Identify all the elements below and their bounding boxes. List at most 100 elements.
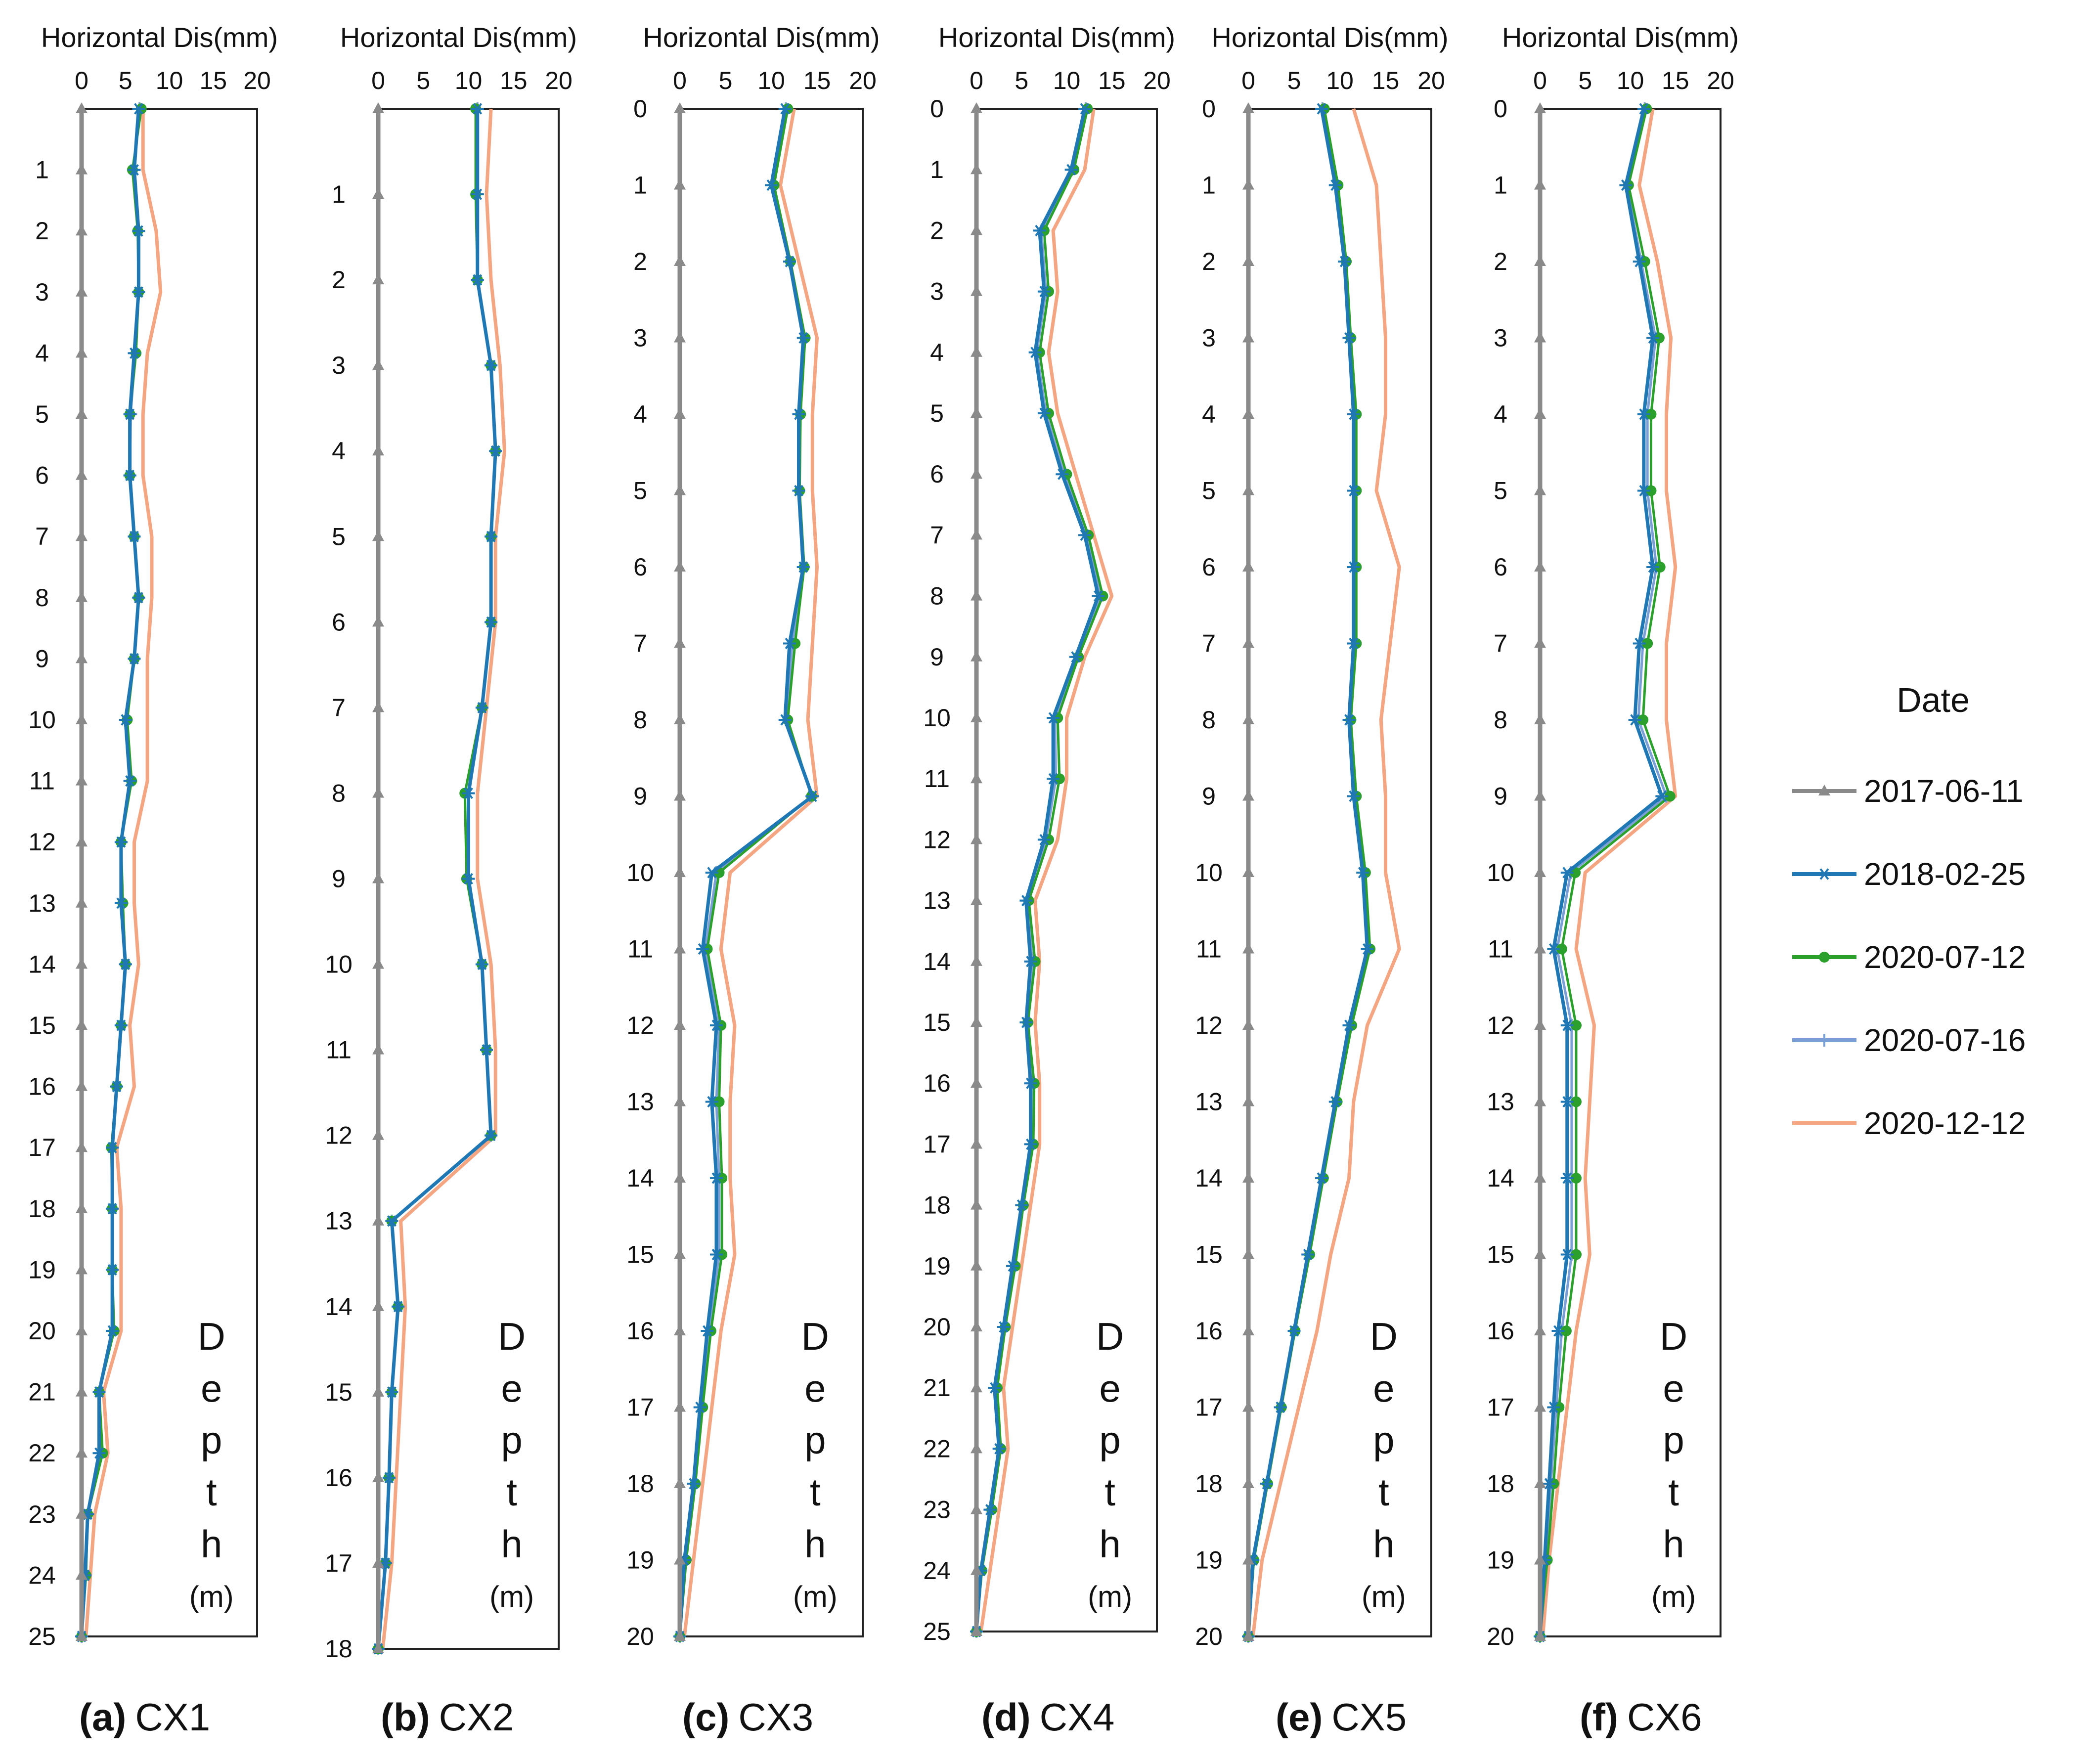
- y-tick-label: 7: [930, 521, 944, 549]
- y-tick-label: 11: [29, 767, 55, 795]
- y-tick-label: 11: [1196, 935, 1222, 963]
- x-tick-label: 0: [75, 67, 88, 94]
- data-point: [1571, 1249, 1582, 1260]
- x-tick-label: 15: [1098, 67, 1126, 94]
- y-tick-label: 11: [326, 1036, 352, 1064]
- y-tick-label: 7: [332, 694, 346, 721]
- data-point: [1315, 1172, 1328, 1184]
- y-tick-label: 20: [1195, 1623, 1223, 1650]
- data-point: [1547, 1401, 1560, 1413]
- data-point: [1347, 408, 1360, 420]
- data-point: [696, 943, 709, 955]
- y-tick-label: 3: [35, 278, 49, 306]
- data-point: [1347, 790, 1360, 802]
- y-tick-label: 17: [1195, 1394, 1223, 1421]
- data-point: [76, 836, 88, 847]
- data-point: [76, 1141, 88, 1152]
- legend-label: 2020-07-16: [1864, 1022, 2026, 1058]
- data-point: [119, 958, 132, 970]
- data-point: [1534, 178, 1546, 190]
- data-point: [1242, 1477, 1254, 1488]
- data-point: [1543, 1478, 1556, 1490]
- data-point: [106, 1325, 119, 1337]
- series-line-2018-02-25: [80, 108, 140, 1637]
- y-tick-label: 0: [1494, 95, 1507, 123]
- x-tick-label: 20: [243, 67, 271, 94]
- data-point: [1342, 332, 1356, 344]
- y-tick-label: 5: [35, 400, 49, 428]
- y-tick-label: 3: [1494, 324, 1507, 352]
- caption-name: CX4: [1040, 1695, 1115, 1739]
- y-tick-label: 2: [332, 266, 346, 294]
- data-point: [76, 163, 88, 175]
- data-point: [462, 787, 475, 799]
- data-point: [110, 1081, 123, 1093]
- caption-letter: (a): [79, 1695, 126, 1739]
- legend-marker: [1818, 1034, 1831, 1047]
- series-line-2020-12-12: [84, 109, 163, 1637]
- data-point: [796, 332, 810, 344]
- y-tick-label: 24: [28, 1561, 56, 1589]
- data-point: [705, 1096, 718, 1108]
- y-tick-label: 0: [1202, 95, 1216, 123]
- y-tick-label: 7: [633, 630, 647, 658]
- y-tick-label: 1: [930, 156, 944, 183]
- data-point: [971, 529, 982, 540]
- panel-cx1: Horizontal Dis(mm)0 5 10 15 2012345678910111…: [28, 22, 278, 1739]
- x-axis-title: Horizontal Dis(mm): [41, 22, 278, 53]
- data-point: [674, 866, 686, 877]
- panel-cx5: Horizontal Dis(mm)0 5 10 15 2001234567891011…: [1195, 22, 1448, 1739]
- x-tick-label: 0: [1533, 67, 1547, 94]
- y-tick-label: 6: [633, 553, 647, 581]
- series-line-2020-07-12: [975, 108, 1104, 1632]
- y-tick-label: 12: [1487, 1012, 1514, 1039]
- data-point: [132, 103, 145, 115]
- data-point: [674, 1477, 686, 1488]
- y-tick-label: 6: [332, 608, 346, 636]
- y-axis-title-char: h: [501, 1522, 522, 1566]
- data-point: [1654, 562, 1666, 573]
- y-tick-label: 19: [626, 1546, 654, 1574]
- data-point: [1242, 637, 1254, 648]
- y-tick-label: 17: [28, 1134, 56, 1161]
- data-point: [76, 285, 88, 297]
- data-point: [1534, 1019, 1546, 1030]
- y-tick-label: 25: [28, 1623, 56, 1650]
- data-point: [123, 775, 136, 787]
- data-point: [372, 616, 384, 627]
- y-axis-title-char: D: [1370, 1315, 1398, 1358]
- data-point: [1037, 834, 1051, 846]
- data-point: [674, 408, 686, 419]
- y-tick-label: 13: [626, 1088, 654, 1116]
- x-axis-title: Horizontal Dis(mm): [340, 22, 577, 53]
- data-point: [1338, 256, 1351, 267]
- data-point: [1347, 485, 1360, 497]
- data-point: [92, 1386, 106, 1398]
- data-point: [1664, 791, 1676, 802]
- data-point: [1347, 637, 1360, 650]
- data-point: [1242, 1248, 1254, 1259]
- y-tick-label: 16: [923, 1069, 951, 1097]
- panel-cx2: Horizontal Dis(mm)0 5 10 15 2012345678910111…: [325, 22, 577, 1739]
- y-tick-label: 18: [923, 1191, 951, 1219]
- legend-marker: [1818, 785, 1830, 795]
- y-tick-label: 9: [332, 865, 346, 893]
- data-point: [76, 1507, 88, 1519]
- y-axis-title-char: D: [801, 1315, 829, 1358]
- data-point: [1242, 866, 1254, 877]
- x-tick-label: 10: [757, 67, 785, 94]
- data-point: [796, 561, 810, 573]
- data-point: [1028, 347, 1042, 358]
- data-point: [971, 285, 982, 296]
- caption-letter: (c): [682, 1695, 729, 1739]
- y-tick-label: 8: [332, 779, 346, 807]
- data-point: [971, 1503, 982, 1514]
- data-point: [123, 408, 136, 420]
- data-point: [674, 1248, 686, 1259]
- y-tick-label: 17: [1487, 1394, 1514, 1421]
- data-point: [1619, 179, 1633, 191]
- data-point: [489, 445, 502, 457]
- data-point: [132, 592, 145, 604]
- x-tick-label: 15: [1662, 67, 1689, 94]
- y-tick-label: 9: [1202, 783, 1216, 810]
